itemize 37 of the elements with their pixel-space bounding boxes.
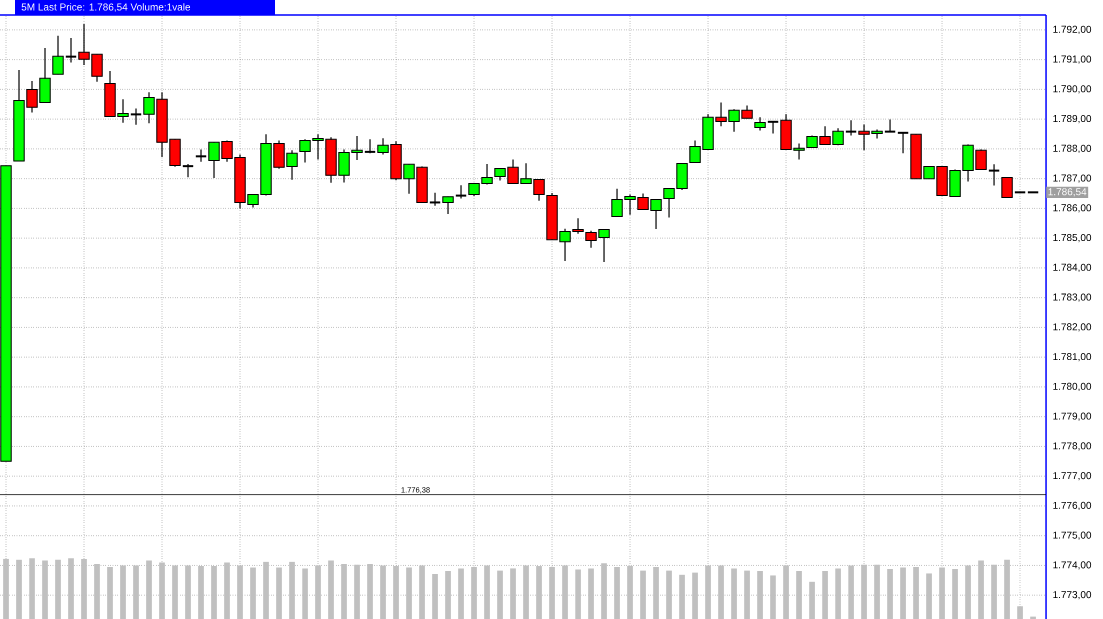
candlestick [442,196,454,215]
y-tick-label: 1.782,00 [1053,323,1092,332]
y-tick-label: 1.788,00 [1053,144,1092,154]
candlestick [363,138,377,154]
y-tick-label: 1.774,00 [1053,561,1092,570]
candlestick [428,192,442,207]
y-tick-label: 1.784,00 [1053,263,1092,273]
chart-title: 5M Last Price: 1.786,54 Volume:1vale [21,3,191,12]
y-tick-label: 1.776,00 [1053,501,1092,511]
y-tick-label: 1.787,00 [1053,174,1092,183]
candlestick [454,184,468,200]
text: 1.786,54 [1048,188,1087,197]
candlestick [766,120,780,135]
y-tick-label: 1.783,00 [1053,293,1092,302]
candlestick [844,119,858,137]
candlestick [52,35,64,75]
candlestick [194,148,208,163]
candlestick [883,118,897,133]
candlestick [1001,176,1013,198]
candlestick [896,131,910,154]
y-tick-label: 1.790,00 [1053,85,1092,94]
y-tick-label: 1.792,00 [1053,25,1092,35]
y-tick-label: 1.785,00 [1053,234,1092,243]
y-tick-label: 1.775,00 [1053,531,1092,540]
y-tick-label: 1.777,00 [1053,472,1092,481]
y-tick-label: 1.779,00 [1053,412,1092,421]
y-tick-label: 1.781,00 [1053,353,1092,362]
y-tick-label: 1.780,00 [1053,382,1092,392]
y-tick-label: 1.789,00 [1053,115,1092,124]
candlestick [181,163,195,178]
y-tick-label: 1.773,00 [1053,591,1092,600]
y-tick-label: 1.778,00 [1053,442,1092,451]
candlestick [64,37,78,64]
y-tick-label: 1.786,00 [1053,204,1092,213]
y-tick-label: 1.791,00 [1053,55,1092,64]
candlestick [129,107,143,126]
candlestick [987,163,1001,187]
